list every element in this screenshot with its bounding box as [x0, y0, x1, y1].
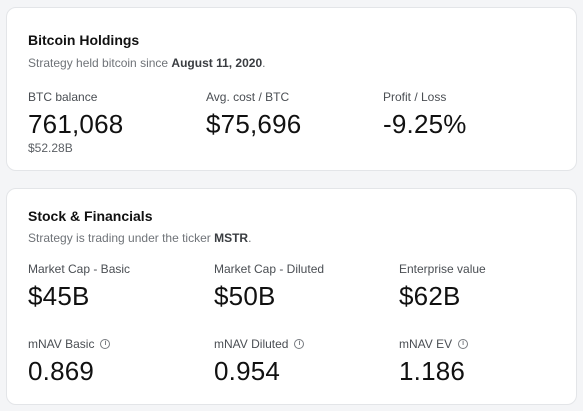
subtitle-suffix: .	[262, 56, 266, 70]
metric-mnav-basic: mNAV Basic i 0.869	[28, 336, 111, 387]
metric-market-cap-basic: Market Cap - Basic $45B	[28, 261, 130, 312]
info-icon[interactable]: i	[458, 338, 469, 349]
subtitle-suffix: .	[248, 231, 252, 245]
metric-value: 0.954	[214, 356, 281, 386]
metric-label: Avg. cost / BTC	[206, 89, 290, 104]
metric-label: mNAV Diluted	[214, 336, 289, 351]
subtitle-text: Strategy held bitcoin since	[28, 56, 172, 70]
info-icon[interactable]: i	[294, 338, 305, 349]
metric-value: $45B	[28, 281, 90, 311]
metric-value: $62B	[399, 281, 461, 311]
metric-profit-loss: Profit / Loss -9.25%	[383, 89, 467, 140]
metric-label: mNAV EV	[399, 336, 453, 351]
stock-financials-subtitle: Strategy is trading under the ticker MST…	[28, 231, 251, 245]
bitcoin-holdings-card: Bitcoin Holdings Strategy held bitcoin s…	[6, 7, 577, 171]
bitcoin-holdings-subtitle: Strategy held bitcoin since August 11, 2…	[28, 56, 265, 70]
metric-label: Market Cap - Basic	[28, 261, 131, 276]
info-icon[interactable]: i	[100, 338, 111, 349]
metric-market-cap-diluted: Market Cap - Diluted $50B	[214, 261, 324, 312]
metric-mnav-diluted: mNAV Diluted i 0.954	[214, 336, 305, 387]
metric-label-row: mNAV Diluted i	[214, 336, 305, 351]
metric-value: 0.869	[28, 356, 95, 386]
metric-avg-cost: Avg. cost / BTC $75,696	[206, 89, 301, 140]
metric-value: -9.25%	[383, 109, 467, 139]
metric-label-row: mNAV Basic i	[28, 336, 111, 351]
metric-label: BTC balance	[28, 89, 98, 104]
metric-btc-balance: BTC balance 761,068 $52.28B	[28, 89, 124, 156]
metric-label: Enterprise value	[399, 261, 486, 276]
metric-value: $75,696	[206, 109, 302, 139]
metric-enterprise-value: Enterprise value $62B	[399, 261, 486, 312]
subtitle-text: Strategy is trading under the ticker	[28, 231, 215, 245]
metric-subvalue: $52.28B	[28, 141, 73, 155]
metric-label: mNAV Basic	[28, 336, 95, 351]
holding-since-date: August 11, 2020	[171, 56, 263, 70]
metric-value: $50B	[214, 281, 276, 311]
metric-label-row: mNAV EV i	[399, 336, 469, 351]
ticker-symbol: MSTR	[214, 231, 249, 245]
metric-value: 761,068	[28, 109, 124, 139]
stock-financials-title: Stock & Financials	[28, 208, 153, 224]
metric-value: 1.186	[399, 356, 466, 386]
metric-mnav-ev: mNAV EV i 1.186	[399, 336, 469, 387]
metric-label: Profit / Loss	[383, 89, 447, 104]
stock-financials-card: Stock & Financials Strategy is trading u…	[6, 188, 577, 405]
metric-label: Market Cap - Diluted	[214, 261, 325, 276]
bitcoin-holdings-title: Bitcoin Holdings	[28, 32, 140, 48]
